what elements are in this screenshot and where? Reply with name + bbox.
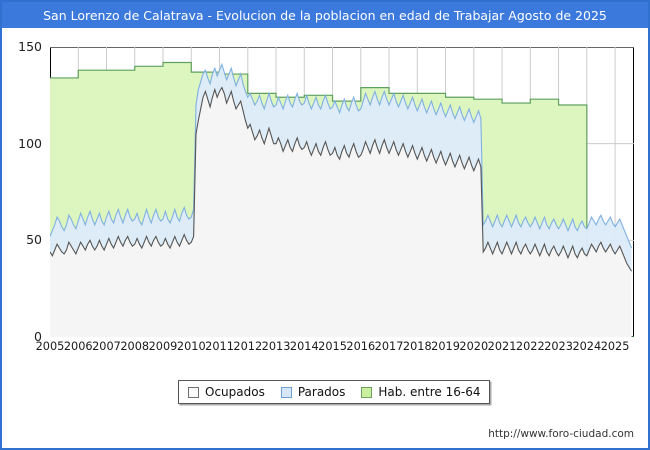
- legend-swatch-ocupados: [188, 386, 199, 398]
- x-axis-tick-label: 2024: [572, 340, 602, 353]
- chart-legend: Ocupados Parados Hab. entre 16-64: [178, 380, 491, 404]
- series-ocupados: [50, 86, 633, 337]
- x-axis-tick-label: 2021: [487, 340, 517, 353]
- legend-item-hab-16-64[interactable]: Hab. entre 16-64: [361, 385, 480, 399]
- legend-label-parados: Parados: [297, 385, 346, 399]
- x-axis-tick-label: 2006: [63, 340, 93, 353]
- legend-swatch-parados: [280, 386, 292, 398]
- x-axis-tick-label: 2016: [346, 340, 376, 353]
- x-axis-tick-label: 2014: [289, 340, 319, 353]
- chart-svg: [50, 47, 634, 337]
- y-axis-tick-label: 50: [26, 232, 42, 248]
- y-axis-tick-label: 0: [34, 329, 42, 344]
- footer-url[interactable]: http://www.foro-ciudad.com: [488, 428, 634, 440]
- x-axis-tick-label: 2019: [431, 340, 460, 353]
- x-axis-tick-label: 2017: [374, 340, 404, 353]
- x-axis-tick-label: 2025: [600, 340, 630, 353]
- legend-label-ocupados: Ocupados: [205, 385, 265, 399]
- x-axis-tick-label: 2007: [92, 340, 121, 353]
- x-axis-tick-label: 2022: [515, 340, 545, 353]
- x-axis-tick-label: 2013: [261, 340, 291, 353]
- x-axis-tick-label: 2012: [233, 340, 263, 353]
- x-axis-tick-label: 2023: [544, 340, 573, 353]
- x-axis-tick-label: 2010: [176, 340, 206, 353]
- x-axis-tick-label: 2018: [402, 340, 432, 353]
- x-axis-tick-label: 2005: [35, 340, 65, 353]
- legend-item-ocupados[interactable]: Ocupados: [188, 385, 265, 399]
- page-title: San Lorenzo de Calatrava - Evolucion de …: [43, 7, 607, 23]
- x-axis-tick-label: 2020: [459, 340, 489, 353]
- legend-label-hab-16-64: Hab. entre 16-64: [378, 385, 481, 399]
- x-axis-tick-label: 2008: [120, 340, 150, 353]
- x-axis-tick-label: 2015: [318, 340, 347, 353]
- legend-swatch-hab-16-64: [361, 386, 373, 398]
- y-axis-tick-label: 100: [18, 135, 42, 151]
- window-title-bar: San Lorenzo de Calatrava - Evolucion de …: [2, 2, 648, 28]
- legend-item-parados[interactable]: Parados: [280, 385, 346, 399]
- x-axis-tick-label: 2009: [148, 340, 178, 353]
- x-axis-tick-label: 2011: [205, 340, 234, 353]
- plot-area: [50, 47, 634, 337]
- y-axis-tick-label: 150: [18, 39, 42, 54]
